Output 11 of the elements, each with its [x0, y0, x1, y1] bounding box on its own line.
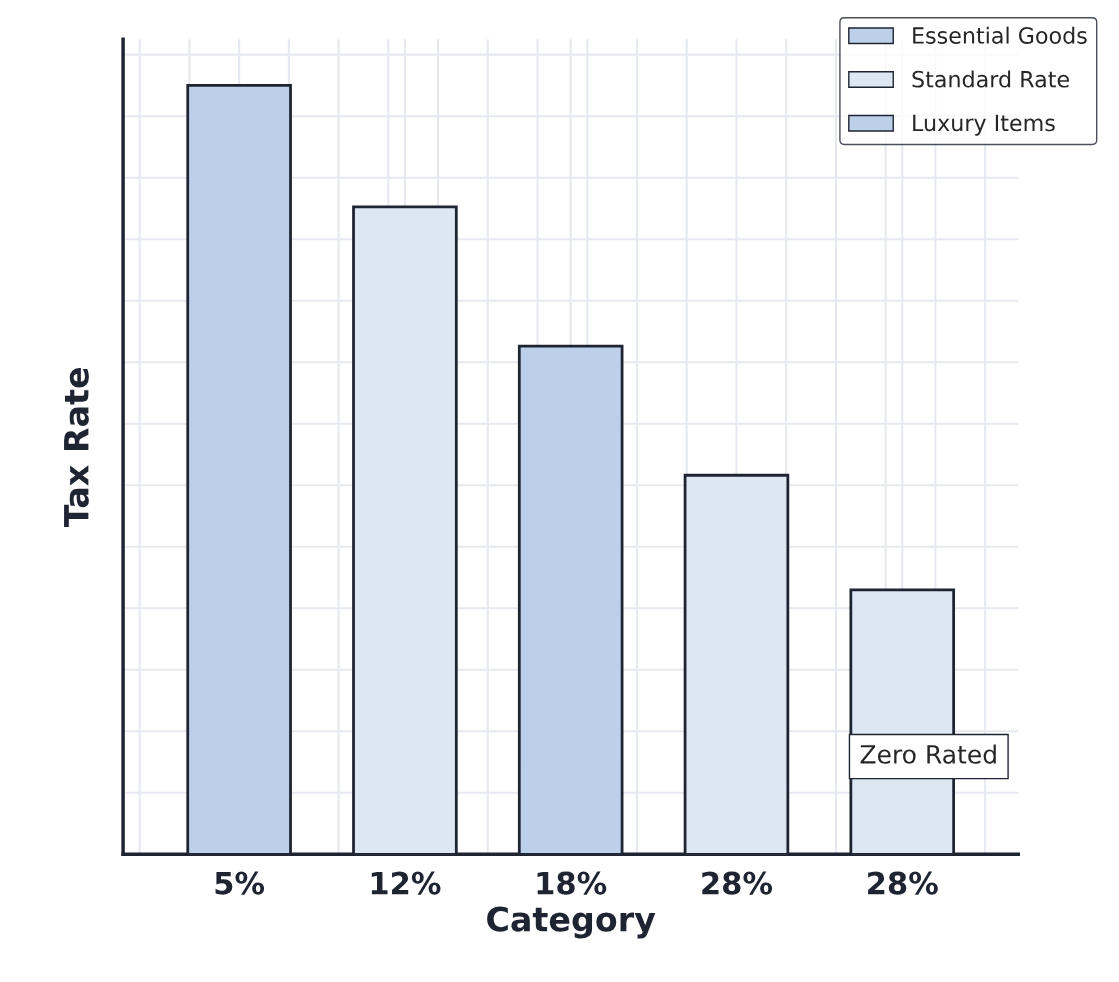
x-axis-title: Category — [487, 906, 656, 939]
x-tick-label: 28% — [868, 871, 938, 895]
x-tick-label: 5% — [215, 871, 265, 895]
y-axis-title: Tax Rate — [64, 368, 89, 528]
x-tick-label: 28% — [702, 871, 773, 895]
x-tick-label: 18% — [537, 871, 607, 895]
legend-label: Standard Rate — [912, 70, 1069, 88]
annotation: Zero Rated — [860, 744, 996, 764]
x-tick-label: 12% — [371, 871, 441, 895]
legend-label: Essential Goods — [913, 26, 1087, 44]
legend-label: Luxury Items — [913, 114, 1055, 136]
